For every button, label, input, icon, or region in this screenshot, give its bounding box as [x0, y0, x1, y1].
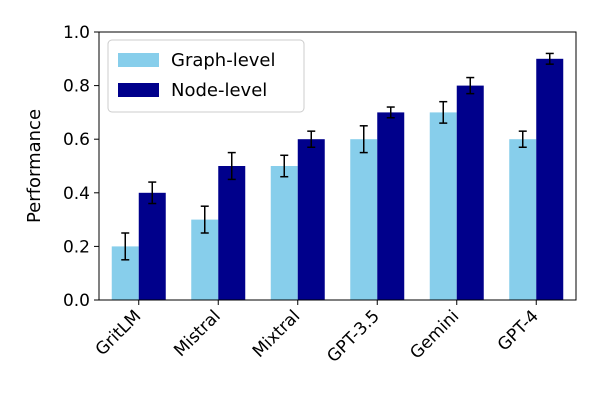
errorbars-group: [121, 52, 554, 261]
bar-node-level-gritlm: [138, 192, 166, 300]
x-tick-label: GritLM: [92, 306, 146, 360]
bar-node-level-gpt-4: [536, 58, 564, 300]
legend-swatch-graph-level: [118, 53, 159, 67]
bar-graph-level-gemini: [429, 112, 457, 301]
bar-node-level-mixtral: [297, 139, 325, 300]
bars-group: [111, 58, 564, 301]
plot-frame: [98, 31, 577, 301]
legend-label: Graph-level: [171, 50, 276, 71]
x-tick-label: GPT-4: [494, 306, 543, 355]
y-axis-label: Performance: [24, 109, 45, 223]
y-tick-label: 0.0: [63, 291, 90, 311]
legend-label: Node-level: [171, 80, 267, 101]
x-tick-label: Mixtral: [249, 306, 304, 361]
x-tick-label: GPT-3.5: [323, 306, 383, 366]
legend-swatch-node-level: [118, 83, 159, 97]
legend: Graph-level Node-level: [107, 39, 305, 113]
bar-graph-level-mixtral: [270, 166, 298, 300]
x-axis: GritLM Mistral Mixtral GPT-3.5 Gemini GPT-4: [92, 300, 543, 367]
y-tick-label: 1.0: [63, 23, 90, 43]
y-axis: 0.0 0.2 0.4 0.6 0.8 1.0: [63, 23, 99, 311]
x-tick-label: Gemini: [406, 306, 463, 363]
x-tick-label: Mistral: [170, 306, 224, 360]
y-tick-label: 0.4: [63, 184, 90, 204]
y-tick-label: 0.2: [63, 237, 90, 257]
y-tick-label: 0.8: [63, 77, 90, 97]
bar-graph-level-gpt-3-5: [350, 139, 378, 300]
bar-node-level-gemini: [456, 85, 484, 300]
y-tick-label: 0.6: [63, 130, 90, 150]
bar-node-level-gpt-3-5: [377, 112, 405, 301]
bar-graph-level-gpt-4: [509, 139, 537, 300]
bar-node-level-mistral: [218, 166, 246, 300]
